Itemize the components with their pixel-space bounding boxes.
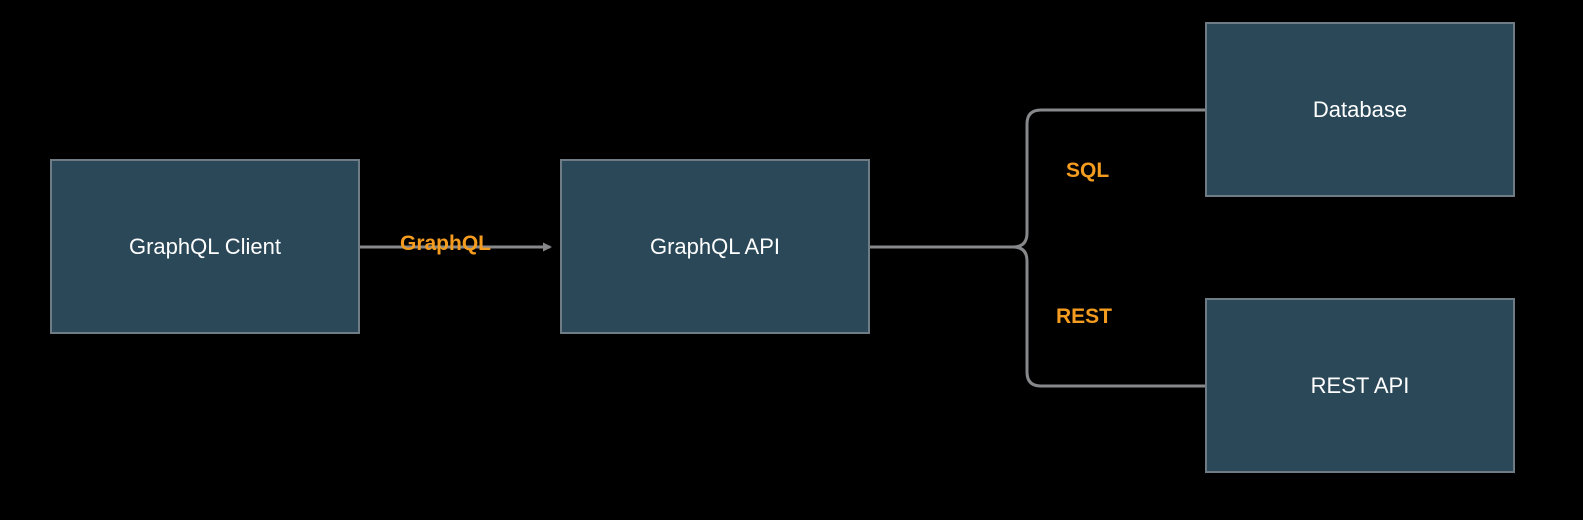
node-database: Database <box>1205 22 1515 197</box>
node-rest-api-label: REST API <box>1311 373 1410 399</box>
node-graphql-api: GraphQL API <box>560 159 870 334</box>
edge-label-rest: REST <box>1056 305 1112 329</box>
edge-label-graphql: GraphQL <box>400 232 491 256</box>
edge-api-to-database <box>870 110 1205 247</box>
node-database-label: Database <box>1313 97 1407 123</box>
node-rest-api: REST API <box>1205 298 1515 473</box>
edge-api-to-restapi <box>870 247 1205 386</box>
edge-label-sql: SQL <box>1066 159 1109 183</box>
node-graphql-client-label: GraphQL Client <box>129 234 281 260</box>
node-graphql-api-label: GraphQL API <box>650 234 780 260</box>
diagram-canvas: GraphQL Client GraphQL API Database REST… <box>0 0 1583 520</box>
node-graphql-client: GraphQL Client <box>50 159 360 334</box>
